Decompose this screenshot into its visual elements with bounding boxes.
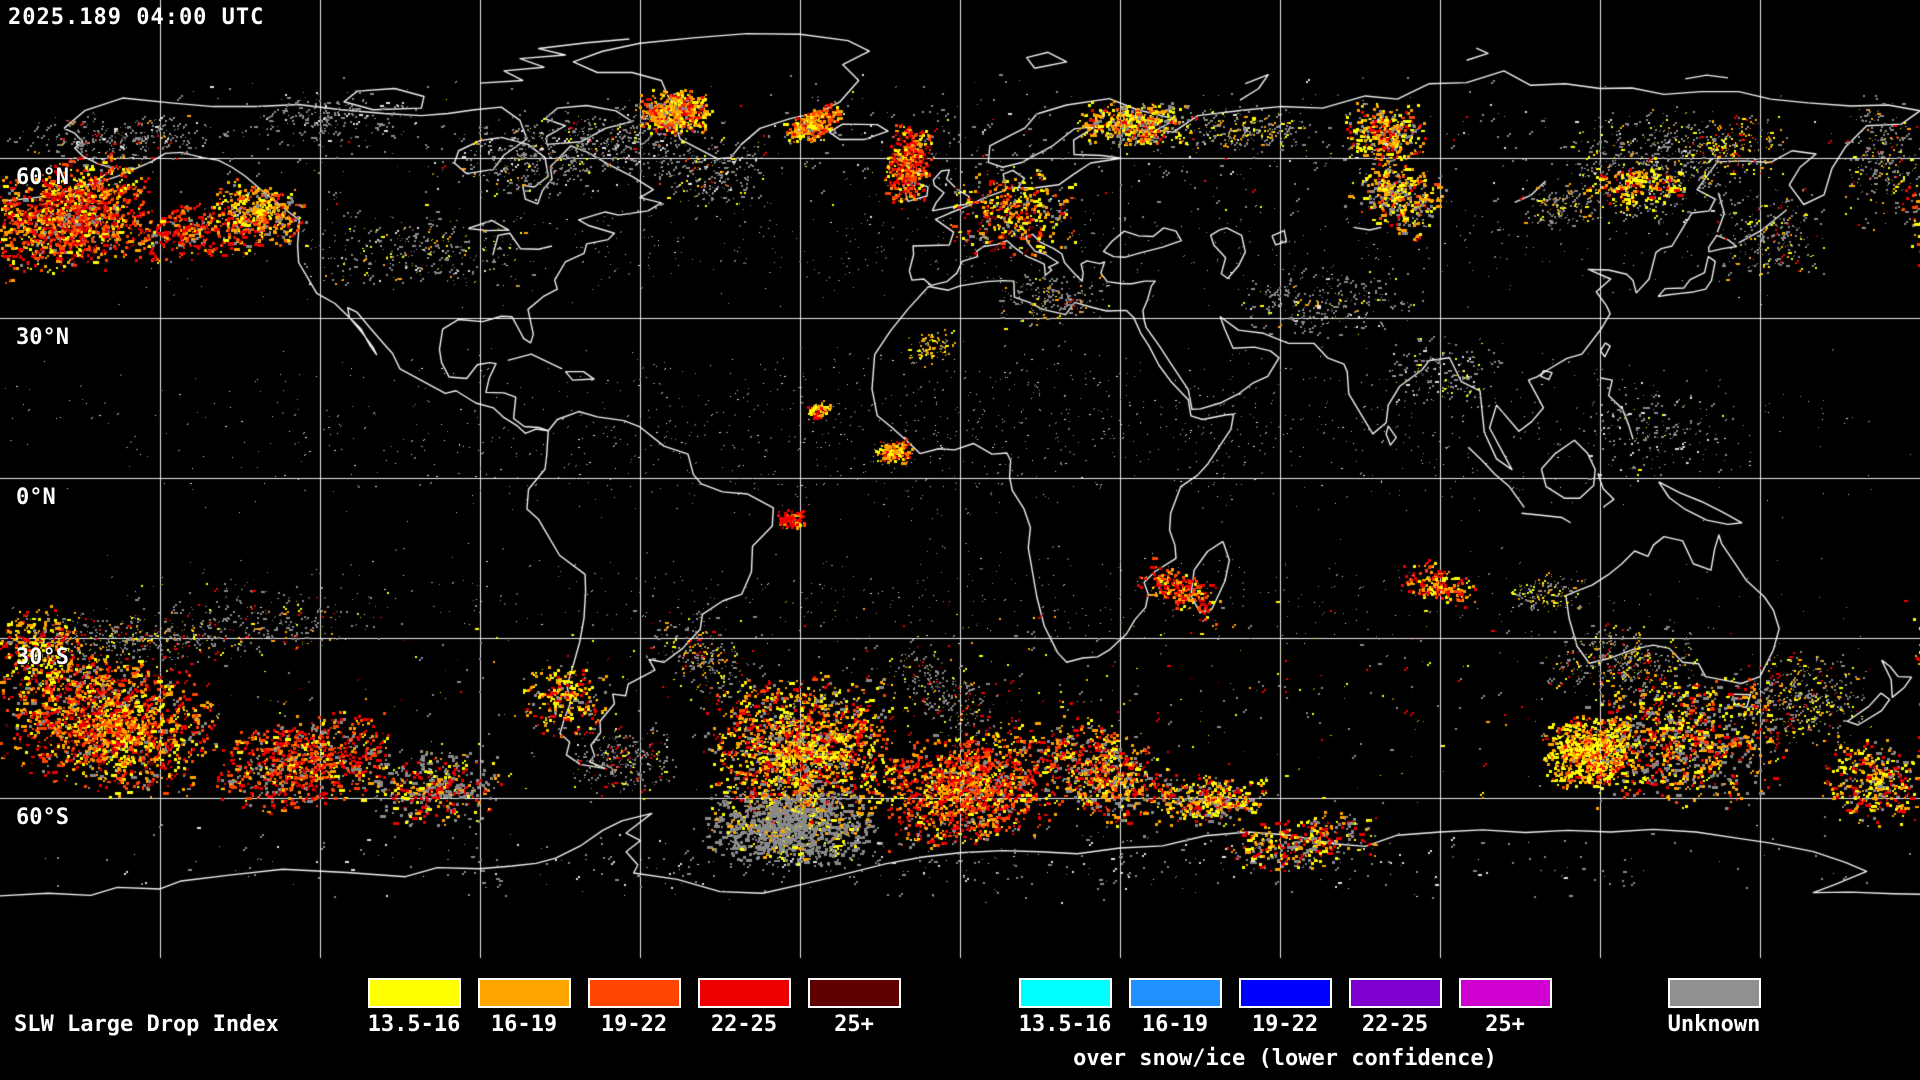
legend-normal-swatch	[808, 978, 901, 1008]
legend-normal-swatch	[368, 978, 461, 1008]
legend-snow-caption: over snow/ice (lower confidence)	[1073, 1046, 1497, 1071]
lat-label: 60°N	[16, 165, 69, 190]
legend-snow-label: 13.5-16	[1018, 1012, 1112, 1037]
legend-normal-label: 22-25	[710, 1012, 778, 1037]
legend-snow-label: 25+	[1485, 1012, 1525, 1037]
legend-snow-label: 19-22	[1251, 1012, 1319, 1037]
legend-snow-swatch	[1019, 978, 1112, 1008]
lat-label: 30°S	[16, 645, 69, 670]
legend-normal-swatch	[588, 978, 681, 1008]
lat-label: 0°N	[16, 485, 56, 510]
legend-snow-swatch	[1239, 978, 1332, 1008]
legend-snow-swatch	[1129, 978, 1222, 1008]
legend-normal-label: 25+	[834, 1012, 874, 1037]
lat-label: 60°S	[16, 805, 69, 830]
legend-normal-swatch	[478, 978, 571, 1008]
legend-normal-label: 13.5-16	[367, 1012, 461, 1037]
timestamp: 2025.189 04:00 UTC	[8, 5, 265, 30]
legend-normal-label: 16-19	[490, 1012, 558, 1037]
lat-label: 30°N	[16, 325, 69, 350]
legend-snow-swatch	[1349, 978, 1442, 1008]
legend-snow-label: 16-19	[1141, 1012, 1209, 1037]
legend-normal-swatch	[698, 978, 791, 1008]
legend-snow-swatch	[1459, 978, 1552, 1008]
legend-label-unknown: Unknown	[1667, 1012, 1761, 1037]
legend-swatch-unknown	[1668, 978, 1761, 1008]
legend-snow-label: 22-25	[1361, 1012, 1429, 1037]
legend-title: SLW Large Drop Index	[14, 1012, 279, 1037]
legend-normal-label: 19-22	[600, 1012, 668, 1037]
